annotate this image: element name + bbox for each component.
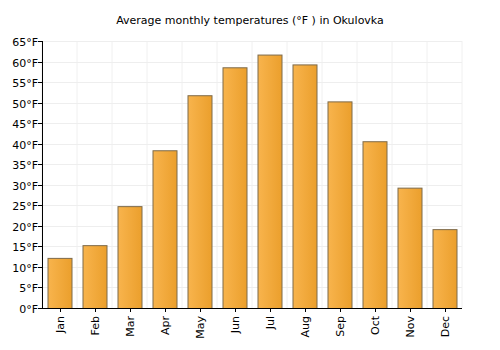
x-tick-label: Oct bbox=[369, 315, 382, 335]
x-tick bbox=[410, 308, 411, 312]
y-tick-label: 40°F bbox=[12, 139, 38, 152]
grid-line bbox=[42, 164, 462, 165]
x-tick bbox=[445, 308, 446, 312]
bar bbox=[83, 246, 107, 308]
y-tick-label: 65°F bbox=[12, 36, 38, 49]
grid-line bbox=[42, 41, 462, 42]
x-tick bbox=[270, 308, 271, 312]
y-tick bbox=[38, 287, 42, 288]
y-tick-label: 20°F bbox=[12, 221, 38, 234]
x-tick-label: May bbox=[194, 316, 207, 339]
bar bbox=[118, 207, 142, 308]
x-tick-label: Dec bbox=[439, 316, 452, 337]
y-tick-label: 45°F bbox=[12, 118, 38, 131]
y-tick-label: 55°F bbox=[12, 77, 38, 90]
bar bbox=[328, 102, 352, 308]
x-tick bbox=[375, 308, 376, 312]
y-axis bbox=[42, 41, 43, 308]
bars bbox=[48, 55, 457, 308]
title: Average monthly temperatures (°F ) in Ok… bbox=[116, 14, 384, 27]
y-tick bbox=[38, 103, 42, 104]
y-tick-label: 50°F bbox=[12, 98, 38, 111]
grid-line bbox=[42, 144, 462, 145]
y-tick-label: 5°F bbox=[19, 282, 38, 295]
y-tick bbox=[38, 226, 42, 227]
y-tick bbox=[38, 308, 42, 309]
bar bbox=[433, 230, 457, 308]
grid-line bbox=[42, 82, 462, 83]
y-tick bbox=[38, 205, 42, 206]
y-tick bbox=[38, 62, 42, 63]
bar bbox=[293, 65, 317, 308]
x-tick-label: Apr bbox=[159, 316, 172, 336]
chart-container: Average monthly temperatures (°F ) in Ok… bbox=[0, 0, 500, 350]
y-tick-label: 25°F bbox=[12, 200, 38, 213]
bar bbox=[188, 96, 212, 308]
bar bbox=[363, 142, 387, 308]
x-tick bbox=[130, 308, 131, 312]
x-tick-label: Aug bbox=[299, 316, 312, 337]
y-tick-label: 30°F bbox=[12, 180, 38, 193]
x-tick-label: Mar bbox=[124, 316, 137, 337]
x-tick-label: Jun bbox=[229, 316, 242, 334]
y-tick bbox=[38, 123, 42, 124]
x-tick bbox=[235, 308, 236, 312]
x-tick bbox=[305, 308, 306, 312]
x-tick-label: Nov bbox=[404, 316, 417, 338]
grid-line bbox=[42, 62, 462, 63]
x-tick bbox=[165, 308, 166, 312]
y-tick bbox=[38, 267, 42, 268]
y-tick bbox=[38, 164, 42, 165]
y-tick bbox=[38, 185, 42, 186]
y-tick-label: 10°F bbox=[12, 262, 38, 275]
y-tick-label: 0°F bbox=[19, 303, 38, 316]
y-tick bbox=[38, 82, 42, 83]
x-tick bbox=[200, 308, 201, 312]
bar bbox=[153, 151, 177, 308]
grid-line bbox=[42, 185, 462, 186]
x-tick bbox=[95, 308, 96, 312]
grid-line bbox=[42, 308, 462, 309]
x-axis bbox=[42, 308, 462, 309]
grid-line bbox=[42, 103, 462, 104]
chart-svg: Average monthly temperatures (°F ) in Ok… bbox=[0, 0, 500, 350]
y-tick bbox=[38, 41, 42, 42]
bar bbox=[48, 258, 72, 308]
bar bbox=[398, 188, 422, 308]
y-tick-label: 15°F bbox=[12, 241, 38, 254]
y-tick bbox=[38, 246, 42, 247]
y-tick bbox=[38, 144, 42, 145]
x-tick-label: Jul bbox=[264, 316, 277, 330]
x-tick-label: Jan bbox=[54, 316, 67, 334]
bar bbox=[223, 68, 247, 308]
x-tick-label: Feb bbox=[89, 316, 102, 335]
bar bbox=[258, 55, 282, 308]
grid-line bbox=[42, 123, 462, 124]
y-tick-label: 60°F bbox=[12, 57, 38, 70]
x-tick bbox=[340, 308, 341, 312]
x-tick-label: Sep bbox=[334, 316, 347, 337]
x-tick bbox=[60, 308, 61, 312]
y-tick-label: 35°F bbox=[12, 159, 38, 172]
